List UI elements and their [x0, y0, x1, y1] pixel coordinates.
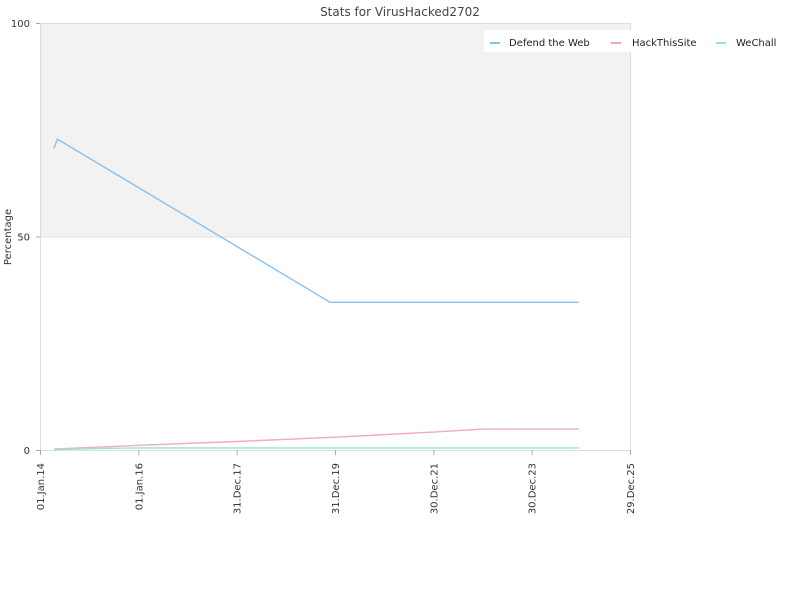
- upper-band: [40, 23, 630, 237]
- series-layer: [53, 138, 579, 451]
- y-axis: 0 50 100: [11, 19, 40, 457]
- legend: Defend the Web HackThisSite WeChall: [484, 30, 780, 52]
- x-tick-label: 01.Jan.16: [134, 463, 145, 510]
- y-axis-label: Percentage: [3, 209, 14, 265]
- x-axis: 01.Jan.14 01.Jan.16 31.Dec.17 31.Dec.19 30.D…: [36, 450, 637, 514]
- x-tick-label: 01.Jan.14: [36, 463, 47, 510]
- y-tick-label: 100: [11, 19, 30, 30]
- x-tick-label: 31.Dec.17: [233, 463, 244, 514]
- legend-label: Defend the Web: [509, 38, 590, 49]
- legend-label: HackThisSite: [632, 38, 697, 49]
- legend-item-defend-the-web: Defend the Web: [490, 38, 590, 49]
- y-tick-label: 50: [17, 233, 30, 244]
- series-line-hackthissite: [53, 428, 579, 450]
- legend-item-wechall: WeChall: [716, 38, 776, 49]
- x-tick-label: 29.Dec.25: [626, 463, 637, 514]
- x-tick-label: 30.Dec.23: [528, 463, 539, 514]
- legend-item-hackthissite: HackThisSite: [611, 38, 697, 49]
- y-tick-label: 0: [24, 446, 30, 457]
- series-line-wechall: [53, 447, 579, 451]
- chart-title: Stats for VirusHacked2702: [320, 5, 480, 19]
- legend-label: WeChall: [736, 38, 776, 49]
- legend-background: [484, 30, 780, 52]
- x-tick-label: 30.Dec.21: [429, 463, 440, 514]
- x-tick-label: 31.Dec.19: [331, 463, 342, 514]
- series-line-defend-the-web: [53, 138, 579, 303]
